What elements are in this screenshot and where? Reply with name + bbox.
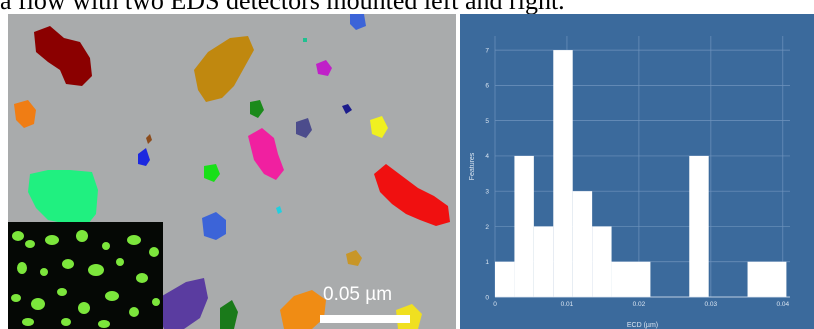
particle-mint (28, 170, 98, 224)
y-tick-label-1: 1 (485, 259, 489, 266)
particle-slate (296, 118, 312, 138)
particle-red-right (374, 164, 450, 226)
histogram-bar-0 (495, 261, 515, 297)
particle-dark-green (220, 300, 238, 329)
histogram-bar-1 (514, 155, 534, 297)
y-tick-label-6: 6 (485, 83, 489, 90)
particle-dark-red (34, 26, 92, 86)
histogram-ticks: 0 0.01 0.02 0.03 0.04 0 1 2 3 4 5 6 7 (485, 47, 790, 308)
eds-map-inset (8, 222, 163, 329)
particle-purple-small (316, 60, 332, 76)
scale-bar (320, 315, 410, 323)
histogram-bars (495, 50, 787, 297)
particle-blue-top (350, 14, 366, 30)
y-tick-label-4: 4 (485, 153, 489, 160)
histogram-bar-7 (689, 155, 709, 297)
y-tick-label-3: 3 (485, 188, 489, 195)
particle-navy-small (342, 104, 352, 114)
particle-teal-dot (303, 38, 307, 42)
x-tick-label-2: 0.02 (633, 301, 646, 308)
particle-blue-mid (138, 148, 150, 166)
particle-cyan-dot (276, 206, 282, 214)
particle-indigo (158, 278, 208, 329)
histogram-bar-4 (572, 191, 593, 297)
y-tick-label-5: 5 (485, 118, 489, 125)
x-axis-label: ECD (µm) (627, 322, 658, 329)
particle-orange-left (14, 100, 36, 128)
x-tick-label-3: 0.03 (705, 301, 718, 308)
x-tick-label-0: 0 (493, 301, 497, 308)
scale-bar-label: 0.05 µm (323, 284, 393, 305)
particle-green-mid (204, 164, 220, 182)
x-tick-label-4: 0.04 (776, 301, 789, 308)
y-tick-label-0: 0 (485, 294, 489, 301)
particle-amber (194, 36, 254, 102)
particle-green-small (250, 100, 264, 118)
particle-blue-lower (202, 212, 226, 240)
histogram-plot: 0 0.01 0.02 0.03 0.04 0 1 2 3 4 5 6 7 ECD (µm) Featu… (469, 36, 790, 329)
particle-micrograph: 0.05 µm (8, 14, 456, 329)
particle-brown-dot (146, 134, 152, 144)
y-tick-label-2: 2 (485, 224, 489, 231)
particle-gold-small (346, 250, 362, 266)
particle-yellow (370, 116, 388, 138)
y-tick-label-7: 7 (485, 47, 489, 54)
histogram-bar-2 (533, 226, 554, 297)
figure-caption: a flow with two EDS detectors mounted le… (0, 0, 814, 14)
histogram-bar-5 (592, 226, 612, 297)
histogram-bar-6 (611, 261, 651, 297)
particle-magenta (248, 128, 284, 180)
eds-map-spots (11, 230, 160, 328)
ecd-histogram: 0 0.01 0.02 0.03 0.04 0 1 2 3 4 5 6 7 ECD (µm) Featu… (460, 14, 814, 329)
particle-orange-bottom (280, 290, 326, 329)
histogram-bar-8 (747, 261, 787, 297)
histogram-bar-3 (553, 50, 573, 297)
x-tick-label-1: 0.01 (561, 301, 574, 308)
y-axis-label: Features (469, 152, 476, 180)
